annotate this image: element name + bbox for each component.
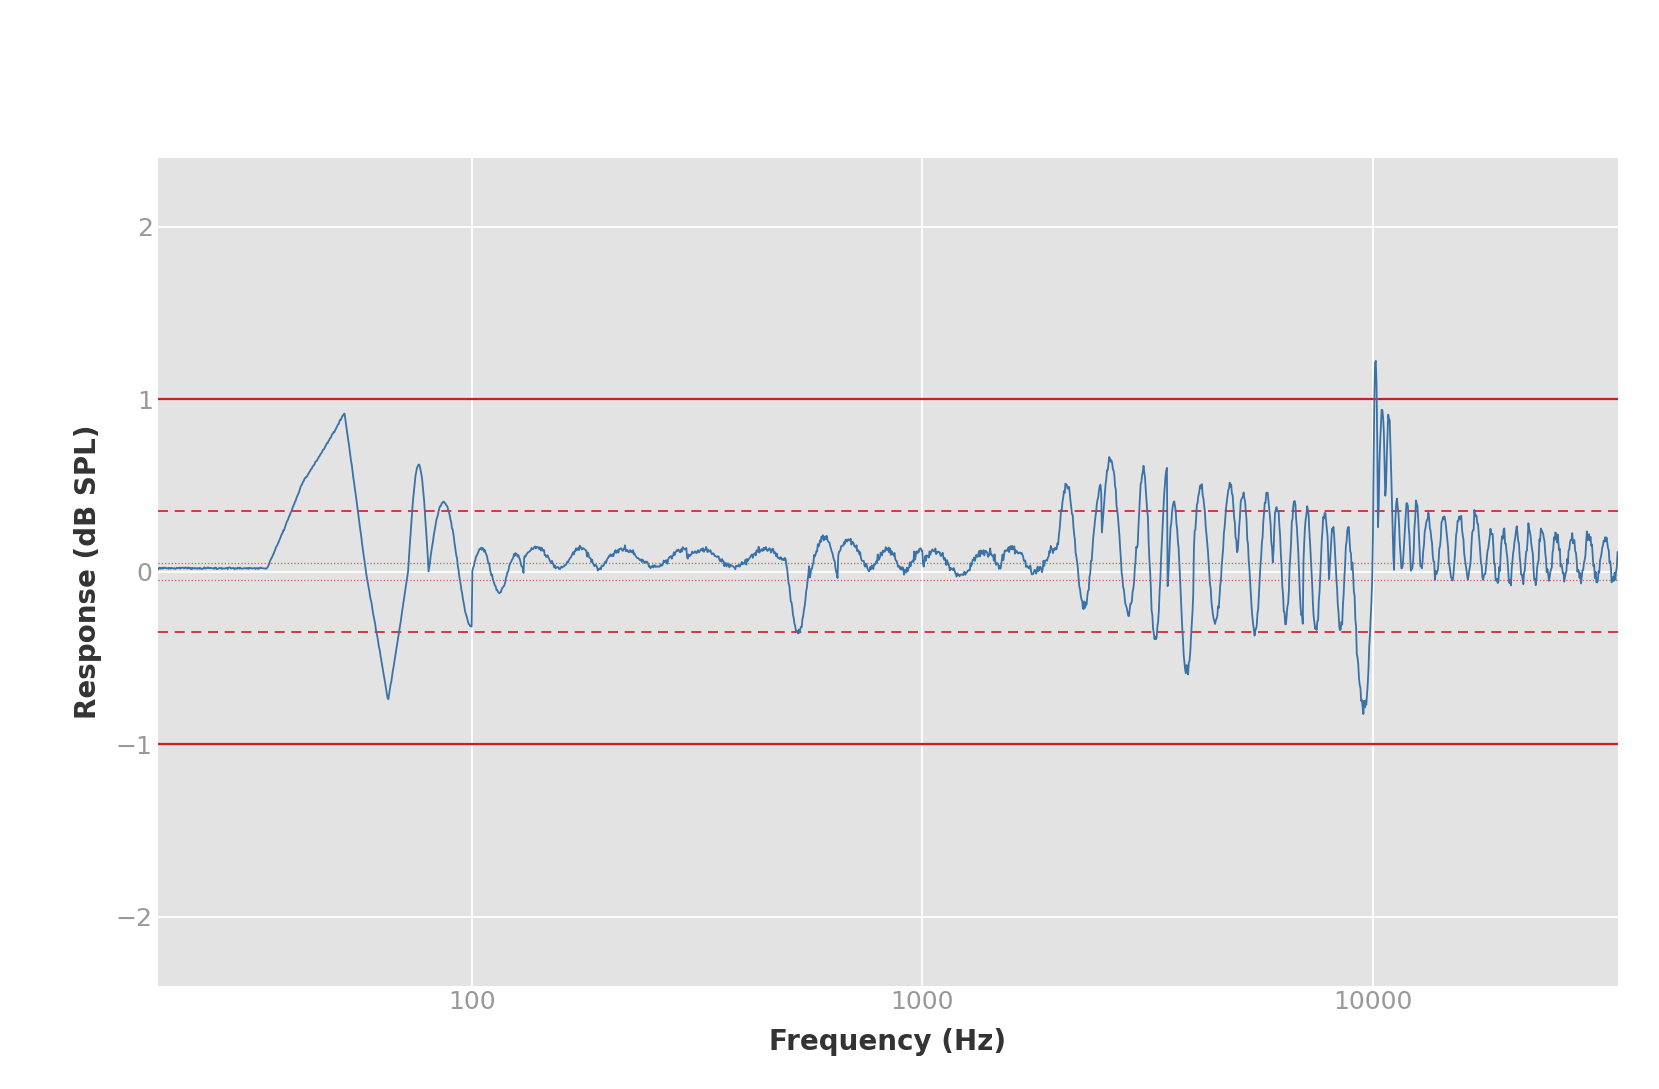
X-axis label: Frequency (Hz): Frequency (Hz): [770, 1028, 1005, 1056]
Text: (coathanger vs. stereo cable): (coathanger vs. stereo cable): [415, 101, 1244, 149]
Text: Signal deviation: Signal deviation: [601, 33, 1058, 81]
Y-axis label: Response (dB SPL): Response (dB SPL): [75, 425, 101, 719]
